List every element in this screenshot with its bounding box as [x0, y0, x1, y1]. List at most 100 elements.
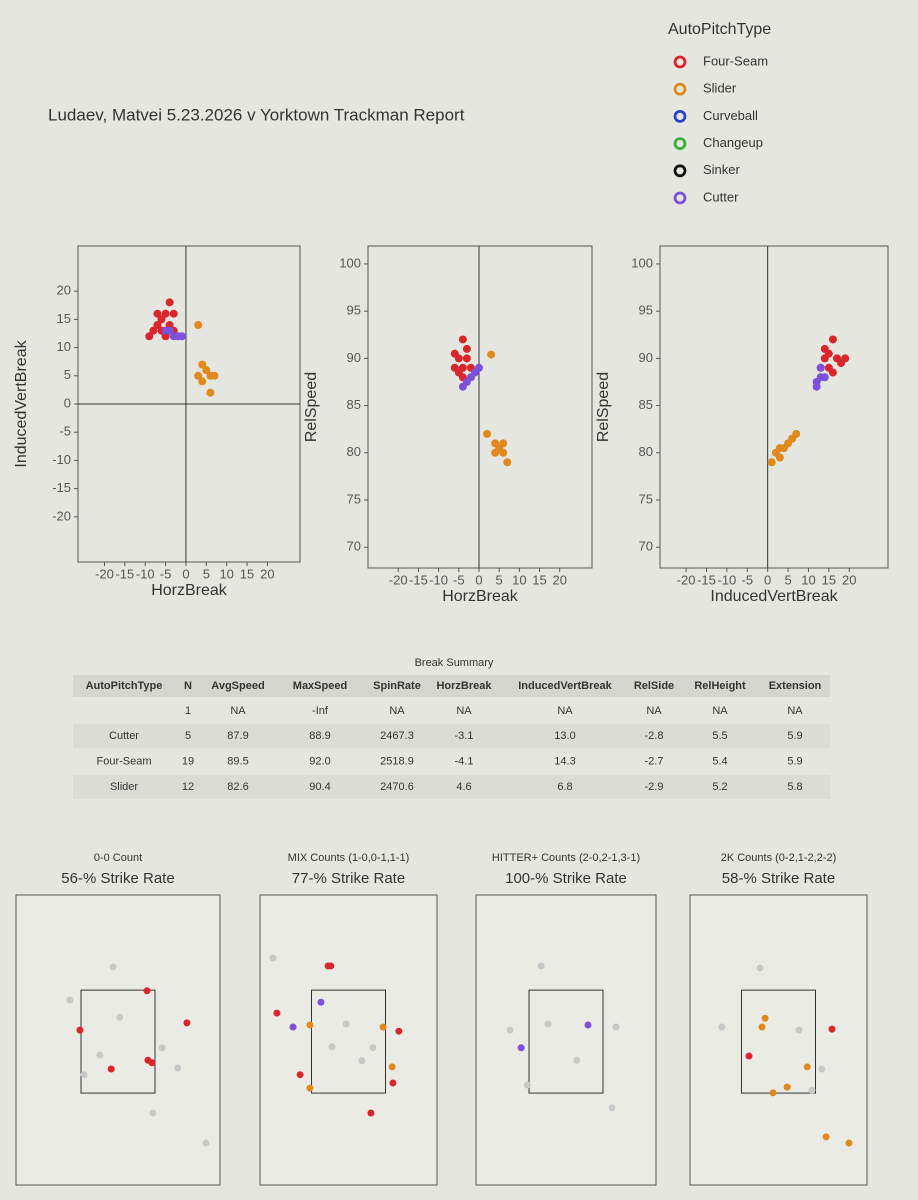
table-cell: Slider	[110, 781, 138, 793]
point	[767, 458, 776, 467]
point	[296, 1071, 304, 1079]
x-tick-label: -20	[95, 566, 114, 581]
point	[608, 1104, 616, 1112]
x-tick-label: 20	[260, 566, 274, 581]
point	[198, 377, 207, 386]
point	[145, 332, 154, 341]
x-tick-label: -15	[697, 572, 716, 587]
table-cell: NA	[389, 705, 405, 717]
report-title: Ludaev, Matvei 5.23.2026 v Yorktown Trac…	[48, 105, 465, 124]
x-tick-label: -10	[717, 572, 736, 587]
point	[487, 350, 496, 359]
legend-marker	[673, 164, 687, 178]
y-tick-label: 75	[639, 491, 653, 506]
point	[183, 1019, 191, 1027]
point	[389, 1079, 397, 1087]
point	[537, 962, 545, 970]
x-tick-label: 5	[496, 572, 503, 587]
table-cell: -2.8	[645, 730, 664, 742]
strike-zone	[311, 989, 386, 1094]
y-tick-label: 10	[57, 339, 71, 354]
point	[820, 344, 829, 353]
table-cell: -4.1	[455, 756, 474, 768]
point	[458, 382, 467, 391]
point	[116, 1013, 124, 1021]
legend-marker	[673, 137, 687, 151]
point	[66, 996, 74, 1004]
point	[820, 373, 829, 382]
zone-subtitle: 77-% Strike Rate	[292, 870, 405, 887]
x-tick-label: 20	[552, 572, 566, 587]
x-tick-label: 0	[182, 566, 189, 581]
point	[792, 429, 801, 438]
table-cell: -2.9	[645, 781, 664, 793]
legend-label: Curveball	[703, 108, 758, 123]
point	[828, 335, 837, 344]
point	[783, 1083, 791, 1091]
y-tick-label: 15	[57, 311, 71, 326]
x-tick-label: 10	[801, 572, 815, 587]
legend-title: AutoPitchType	[668, 21, 771, 38]
point	[462, 344, 471, 353]
table-header: Extension	[769, 680, 822, 692]
point	[367, 1109, 375, 1117]
table-header: HorzBreak	[436, 680, 492, 692]
legend-label: Sinker	[703, 162, 741, 177]
y-axis-label: InducedVertBreak	[13, 339, 30, 467]
x-tick-label: 5	[203, 566, 210, 581]
table-cell: Cutter	[109, 730, 139, 742]
y-tick-label: -5	[59, 424, 71, 439]
table-cell: NA	[456, 705, 472, 717]
table-cell: NA	[646, 705, 662, 717]
point	[517, 1044, 525, 1052]
point	[289, 1023, 297, 1031]
table-cell: 5.8	[787, 781, 802, 793]
point	[573, 1056, 581, 1064]
point	[718, 1023, 726, 1031]
point	[194, 371, 203, 380]
point	[198, 360, 207, 369]
point	[153, 309, 162, 318]
y-tick-label: 85	[347, 397, 361, 412]
table-title: Break Summary	[415, 657, 494, 669]
table-cell: 88.9	[309, 730, 330, 742]
point	[808, 1086, 816, 1094]
point	[328, 1043, 336, 1051]
y-tick-label: 70	[347, 539, 361, 554]
x-tick-label: 20	[842, 572, 856, 587]
y-axis-label: RelSpeed	[303, 372, 320, 442]
table-header: AvgSpeed	[211, 680, 264, 692]
x-tick-label: 15	[532, 572, 546, 587]
point	[306, 1021, 314, 1029]
table-cell: 2470.6	[380, 781, 414, 793]
point	[76, 1026, 84, 1034]
y-tick-label: 70	[639, 539, 653, 554]
table-cell: 13.0	[554, 730, 575, 742]
point	[499, 439, 508, 448]
y-tick-label: 5	[64, 367, 71, 382]
point	[503, 458, 512, 467]
point	[202, 366, 211, 375]
point	[161, 332, 170, 341]
table-cell: 89.5	[227, 756, 248, 768]
plot-frame	[689, 894, 868, 1186]
x-tick-label: 10	[512, 572, 526, 587]
point	[822, 1133, 830, 1141]
table-cell: 2518.9	[380, 756, 414, 768]
table-cell: 1	[185, 705, 191, 717]
point	[506, 1026, 514, 1034]
table-header: MaxSpeed	[293, 680, 347, 692]
zone-title: HITTER+ Counts (2-0,2-1,3-1)	[492, 852, 640, 864]
legend-label: Cutter	[703, 189, 739, 204]
x-tick-label: 0	[764, 572, 771, 587]
x-tick-label: -10	[136, 566, 155, 581]
point	[149, 326, 158, 335]
plot-frame	[259, 894, 438, 1186]
table-cell: 92.0	[309, 756, 330, 768]
legend-label: Changeup	[703, 135, 763, 150]
point	[149, 1109, 157, 1117]
table-cell: Four-Seam	[96, 756, 151, 768]
legend-marker	[673, 82, 687, 96]
table-row-bg	[73, 724, 830, 749]
point	[612, 1023, 620, 1031]
